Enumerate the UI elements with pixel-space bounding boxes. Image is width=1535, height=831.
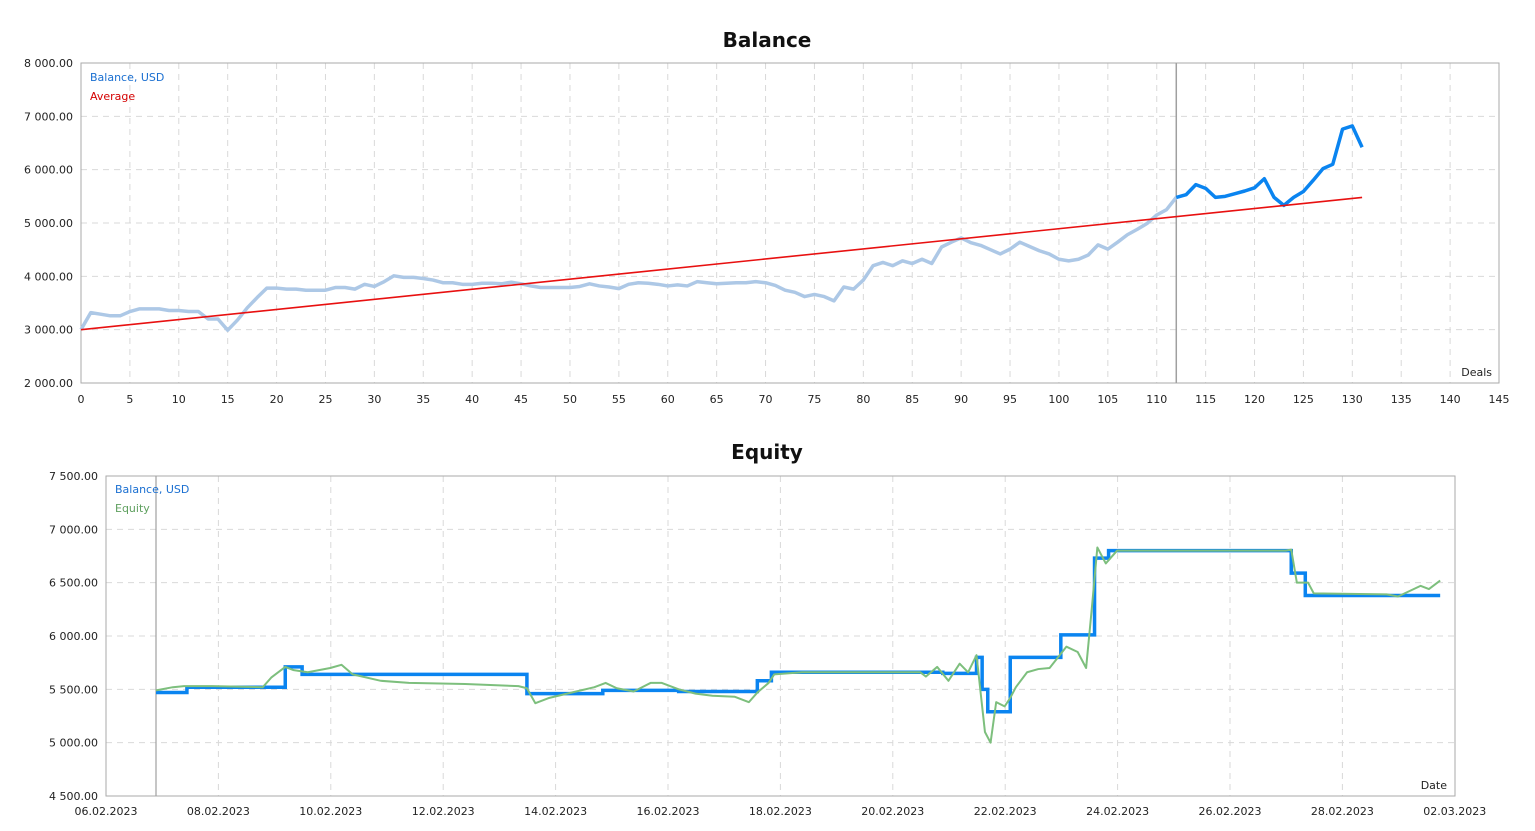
x-tick-label: 18.02.2023 [749, 805, 812, 818]
x-tick-label: 10.02.2023 [299, 805, 362, 818]
y-tick-label: 6 500.00 [49, 577, 98, 590]
legend-balance: Balance, USD [115, 483, 189, 496]
x-tick-label: 02.03.2023 [1423, 805, 1486, 818]
average-line [80, 196, 1363, 331]
x-tick-label: 45 [514, 393, 528, 406]
y-tick-label: 4 500.00 [49, 790, 98, 803]
y-tick-label: 5 000.00 [49, 737, 98, 750]
y-tick-label: 4 000.00 [24, 270, 73, 283]
x-tick-label: 140 [1440, 393, 1461, 406]
x-axis-label: Deals [1461, 366, 1492, 379]
x-tick-label: 130 [1342, 393, 1363, 406]
x-tick-label: 70 [759, 393, 773, 406]
x-tick-label: 20.02.2023 [861, 805, 924, 818]
plot-frame [105, 475, 1456, 797]
balance-chart-title: Balance [722, 28, 812, 52]
balance-line-recent [1175, 124, 1364, 208]
x-tick-label: 0 [78, 393, 85, 406]
x-tick-label: 80 [856, 393, 870, 406]
x-tick-label: 35 [416, 393, 430, 406]
x-tick-label: 26.02.2023 [1199, 805, 1262, 818]
x-tick-label: 75 [807, 393, 821, 406]
legend-equity: Equity [115, 502, 150, 515]
x-tick-label: 06.02.2023 [75, 805, 138, 818]
x-tick-label: 14.02.2023 [524, 805, 587, 818]
y-tick-label: 3 000.00 [24, 324, 73, 337]
x-tick-label: 105 [1097, 393, 1118, 406]
x-tick-label: 145 [1489, 393, 1510, 406]
x-tick-label: 55 [612, 393, 626, 406]
x-tick-label: 12.02.2023 [412, 805, 475, 818]
x-tick-label: 24.02.2023 [1086, 805, 1149, 818]
y-tick-label: 6 000.00 [24, 164, 73, 177]
y-tick-label: 7 500.00 [49, 470, 98, 483]
x-axis-label: Date [1421, 779, 1448, 792]
x-tick-label: 08.02.2023 [187, 805, 250, 818]
equity-line [155, 546, 1441, 744]
y-tick-label: 5 000.00 [24, 217, 73, 230]
x-tick-label: 65 [710, 393, 724, 406]
y-tick-label: 2 000.00 [24, 377, 73, 390]
x-tick-label: 125 [1293, 393, 1314, 406]
x-tick-label: 50 [563, 393, 577, 406]
x-tick-label: 40 [465, 393, 479, 406]
plot-frame [80, 62, 1500, 384]
x-tick-label: 60 [661, 393, 675, 406]
x-tick-label: 115 [1195, 393, 1216, 406]
legend-balance: Balance, USD [90, 71, 164, 84]
balance-chart: 0 5 10 15 20 25 30 35 40 45 50 55 60 65 70 75 80 85 90 95 10… [24, 57, 1510, 406]
x-tick-label: 30 [367, 393, 381, 406]
x-tick-label: 28.02.2023 [1311, 805, 1374, 818]
x-tick-label: 10 [172, 393, 186, 406]
x-tick-label: 110 [1146, 393, 1167, 406]
x-tick-label: 95 [1003, 393, 1017, 406]
x-tick-label: 90 [954, 393, 968, 406]
y-tick-label: 7 000.00 [24, 110, 73, 123]
equity-chart-title: Equity [731, 440, 803, 464]
balance-line-history [79, 196, 1178, 332]
x-tick-label: 5 [126, 393, 133, 406]
legend-average: Average [90, 90, 135, 103]
x-tick-label: 22.02.2023 [974, 805, 1037, 818]
x-tick-label: 120 [1244, 393, 1265, 406]
y-tick-label: 7 000.00 [49, 523, 98, 536]
y-tick-label: 8 000.00 [24, 57, 73, 70]
x-tick-label: 85 [905, 393, 919, 406]
x-tick-label: 15 [221, 393, 235, 406]
y-tick-label: 5 500.00 [49, 683, 98, 696]
x-tick-label: 100 [1048, 393, 1069, 406]
x-tick-label: 20 [270, 393, 284, 406]
x-tick-label: 16.02.2023 [637, 805, 700, 818]
equity-balance-line [156, 548, 1441, 714]
x-tick-label: 25 [318, 393, 332, 406]
y-tick-label: 6 000.00 [49, 630, 98, 643]
x-tick-label: 135 [1391, 393, 1412, 406]
